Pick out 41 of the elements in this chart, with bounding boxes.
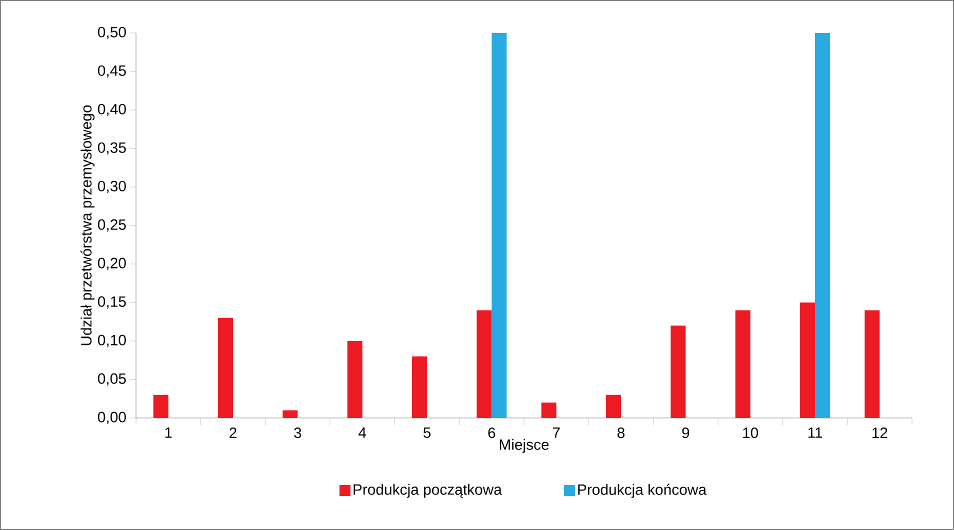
legend-label: Produkcja początkowa <box>354 484 502 498</box>
y-tick-label: 0,35 <box>98 142 126 155</box>
bar <box>864 310 880 418</box>
x-tick-label: 6 <box>488 428 496 438</box>
bar <box>153 394 168 418</box>
bar <box>815 32 830 418</box>
x-tick-label: 2 <box>230 428 236 438</box>
y-tick-label: 0,20 <box>98 258 126 270</box>
x-tick-label: 7 <box>552 428 560 438</box>
bar <box>541 402 556 418</box>
y-tick-label: 0,45 <box>98 65 126 78</box>
y-tick-label: 0,00 <box>98 412 126 424</box>
y-axis-title: Udział przetwórstwa przemysłowego <box>80 105 95 346</box>
bar <box>476 310 492 418</box>
x-tick-label: 9 <box>682 428 690 438</box>
x-tick-label: 8 <box>618 428 625 438</box>
x-tick-label: 5 <box>423 428 431 438</box>
y-tick-label: 0,40 <box>98 104 126 116</box>
y-tick-label: 0,25 <box>98 219 126 232</box>
y-tick-label: 0,05 <box>98 373 126 386</box>
y-tick-label: 0,15 <box>98 296 126 309</box>
bar <box>735 310 750 418</box>
x-tick-label: 4 <box>358 428 366 438</box>
bar <box>347 340 362 418</box>
y-tick-label: 0,30 <box>98 180 126 194</box>
bar <box>218 318 234 418</box>
x-tick-label: 3 <box>294 428 302 438</box>
x-axis-title: Miejsce <box>500 438 549 453</box>
bar <box>412 356 428 418</box>
bar <box>800 302 816 418</box>
x-tick-label: 1 <box>165 428 172 438</box>
legend-label: Produkcja końcowa <box>578 484 707 498</box>
bar <box>670 326 686 418</box>
bar <box>282 410 298 418</box>
x-tick-label: 10 <box>743 428 758 438</box>
bar <box>606 394 622 418</box>
y-tick-label: 0,50 <box>98 26 126 40</box>
x-tick-label: 12 <box>872 428 888 438</box>
bar <box>492 32 507 418</box>
x-tick-label: 11 <box>808 428 822 438</box>
y-tick-label: 0,10 <box>98 334 126 348</box>
